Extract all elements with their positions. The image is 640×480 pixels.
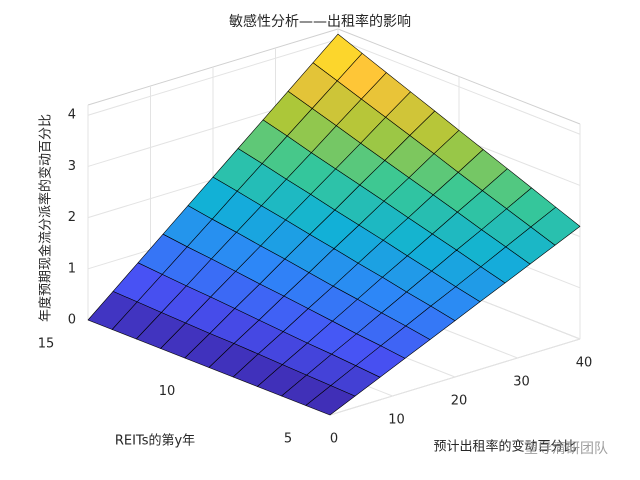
y-tick-label: 5 <box>284 432 292 447</box>
z-tick-label: 4 <box>68 108 76 123</box>
x-tick-label: 40 <box>576 356 593 371</box>
x-tick-label: 30 <box>513 375 530 390</box>
x-tick-label: 0 <box>330 432 338 447</box>
x-tick-label: 20 <box>451 394 468 409</box>
z-tick-label: 0 <box>68 313 76 328</box>
y-grid-line <box>329 338 581 416</box>
surface-patch <box>305 385 356 416</box>
chart-title: 敏感性分析——出租率的影响 <box>229 13 411 30</box>
z-tick-label: 3 <box>68 159 76 174</box>
x-axis-label: 预计出租率的变动百分比 <box>433 439 576 455</box>
z-axis-label: 年度预期现金流分派率的变动百分比 <box>38 114 54 322</box>
y-tick-label: 15 <box>38 337 55 352</box>
x-tick-label: 10 <box>388 413 405 428</box>
y-axis-label: REITs的第y年 <box>115 433 195 449</box>
z-tick-label: 2 <box>68 210 76 225</box>
watermark: 望导清研团队 <box>524 441 608 457</box>
y-tick-label: 10 <box>159 384 176 399</box>
z-tick-label: 1 <box>68 261 76 276</box>
